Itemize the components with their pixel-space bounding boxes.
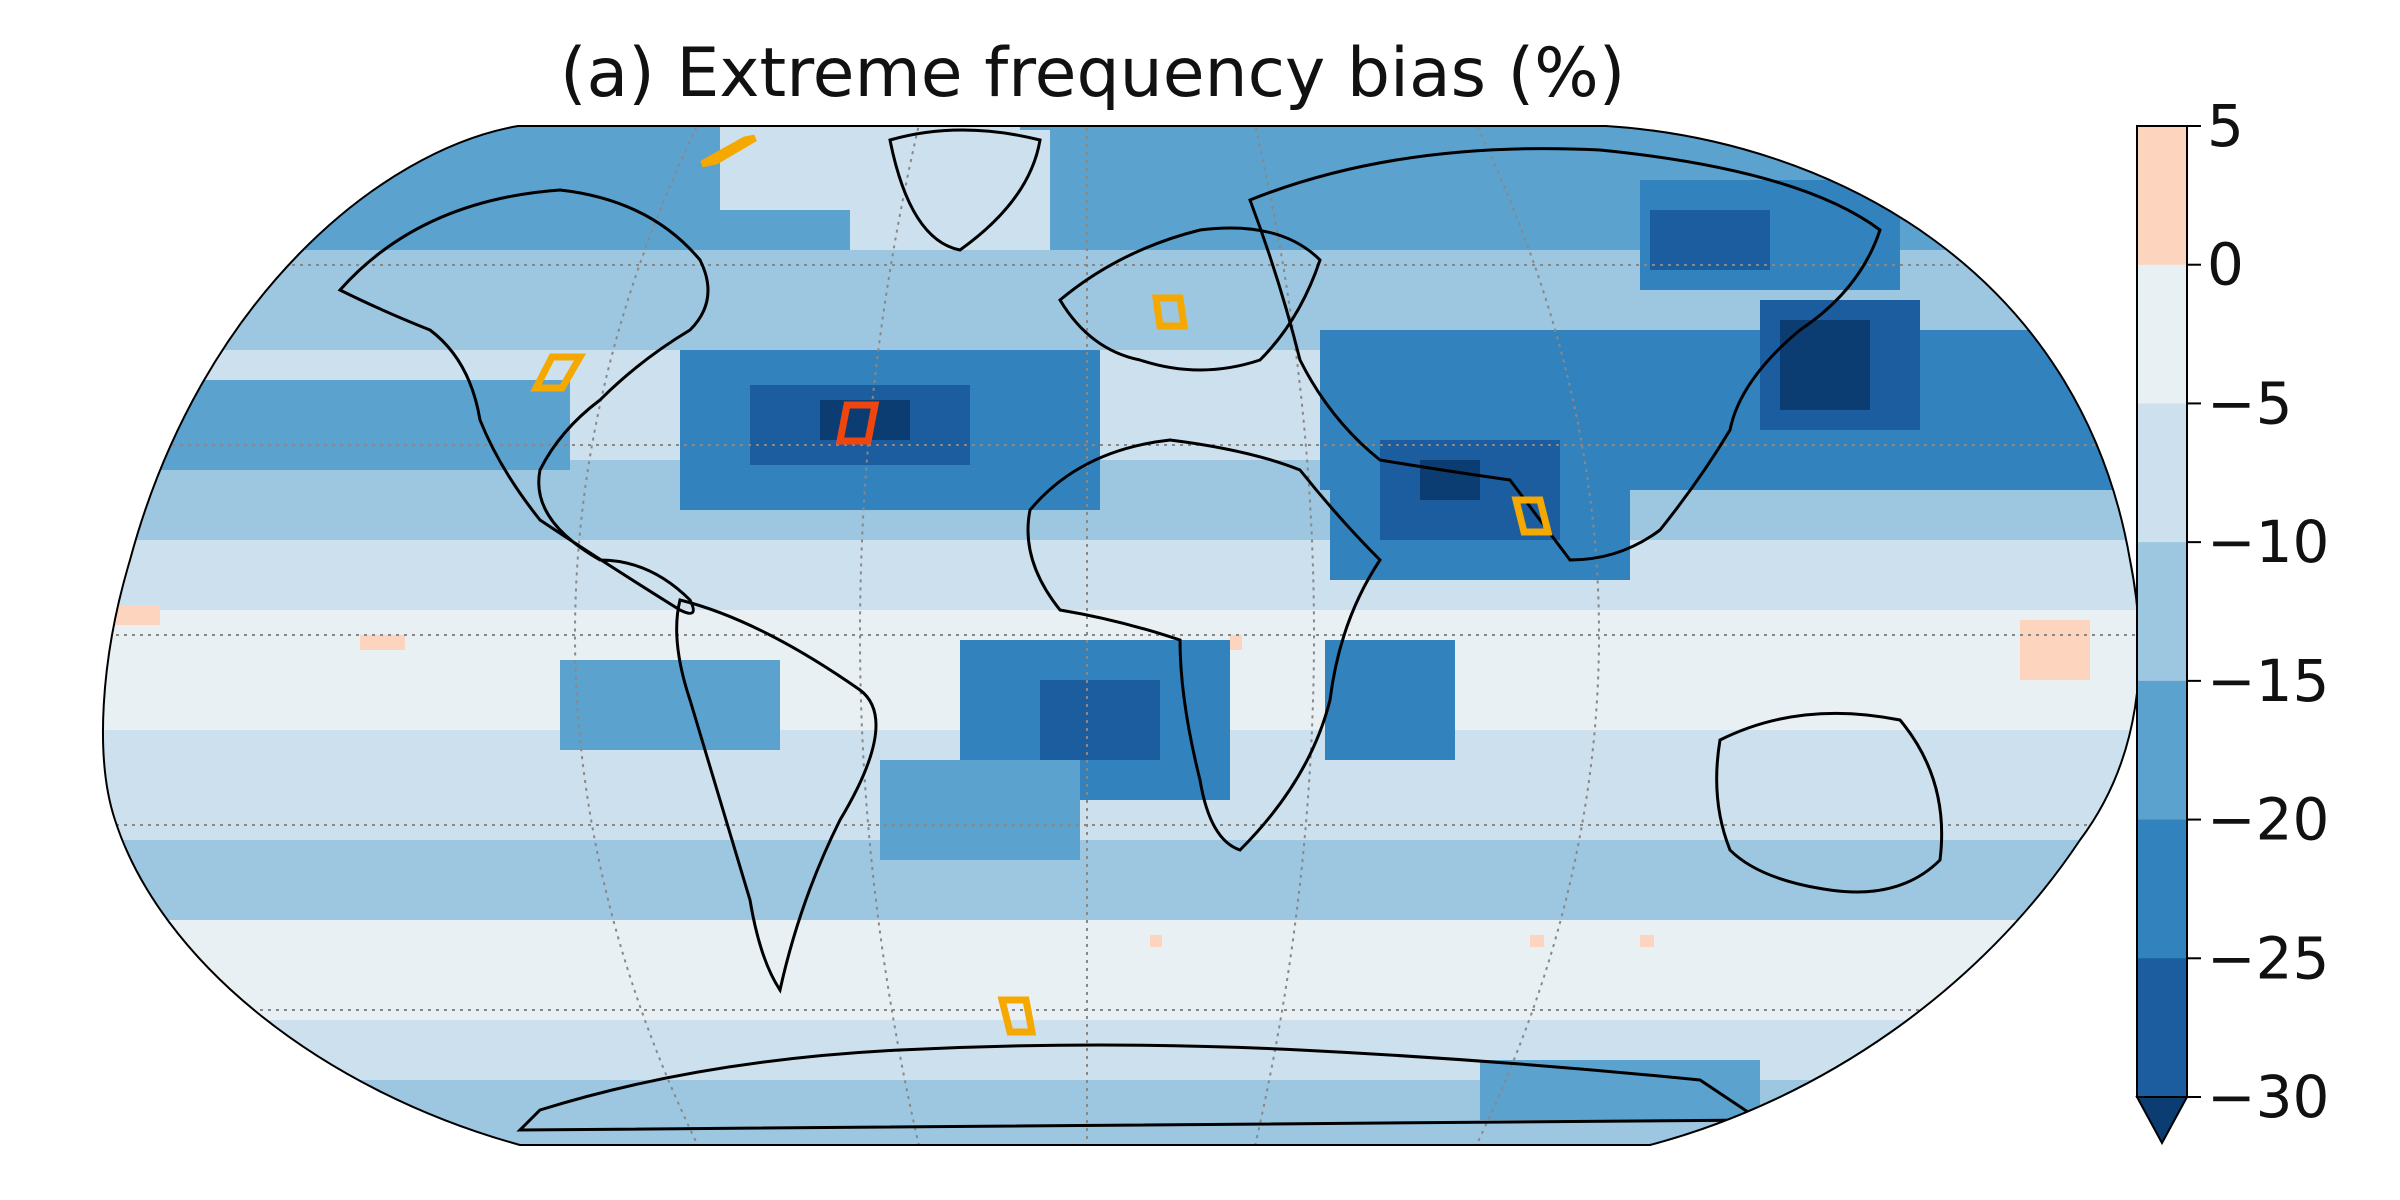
globe-outline (102, 125, 2141, 1146)
colorbar-underflow-triangle (2135, 1096, 2189, 1146)
highlight-boxes (530, 134, 1553, 1036)
western-us-box (530, 353, 587, 392)
colorbar-frame (2136, 125, 2188, 1098)
southern-ocean-box (997, 996, 1037, 1036)
colorbar-segment (2137, 680, 2187, 821)
colorbar-segment (2137, 958, 2187, 1098)
colorbar-tick-label: −15 (2207, 647, 2329, 715)
europe-box (1151, 294, 1189, 330)
north-atlantic-box (835, 401, 880, 445)
colorbar-segment (2137, 819, 2187, 959)
colorbar-segment (2137, 403, 2187, 543)
colorbar-tick-label: 0 (2207, 231, 2244, 299)
coastlines (337, 128, 1944, 1132)
colorbar-tick-label: 5 (2207, 92, 2244, 160)
colorbar-tick-label: −20 (2207, 786, 2329, 854)
colorbar-tick-label: −25 (2207, 924, 2329, 992)
colorbar: 5 0 −5 −10 −15 −20 −25 −30 (2135, 92, 2329, 1146)
colorbar-tick-label: −30 (2207, 1063, 2329, 1131)
bias-field (103, 126, 2140, 1145)
colorbar-segment (2137, 542, 2187, 682)
colorbar-segment (2137, 264, 2187, 404)
india-box (1511, 496, 1553, 536)
greenland-box (700, 134, 757, 168)
colorbar-segment (2137, 126, 2187, 266)
colorbar-tick-label: −10 (2207, 508, 2329, 576)
graticule (103, 126, 2140, 1145)
map-title: (a) Extreme frequency bias (%) (560, 34, 1626, 113)
colorbar-tick-label: −5 (2207, 369, 2293, 437)
